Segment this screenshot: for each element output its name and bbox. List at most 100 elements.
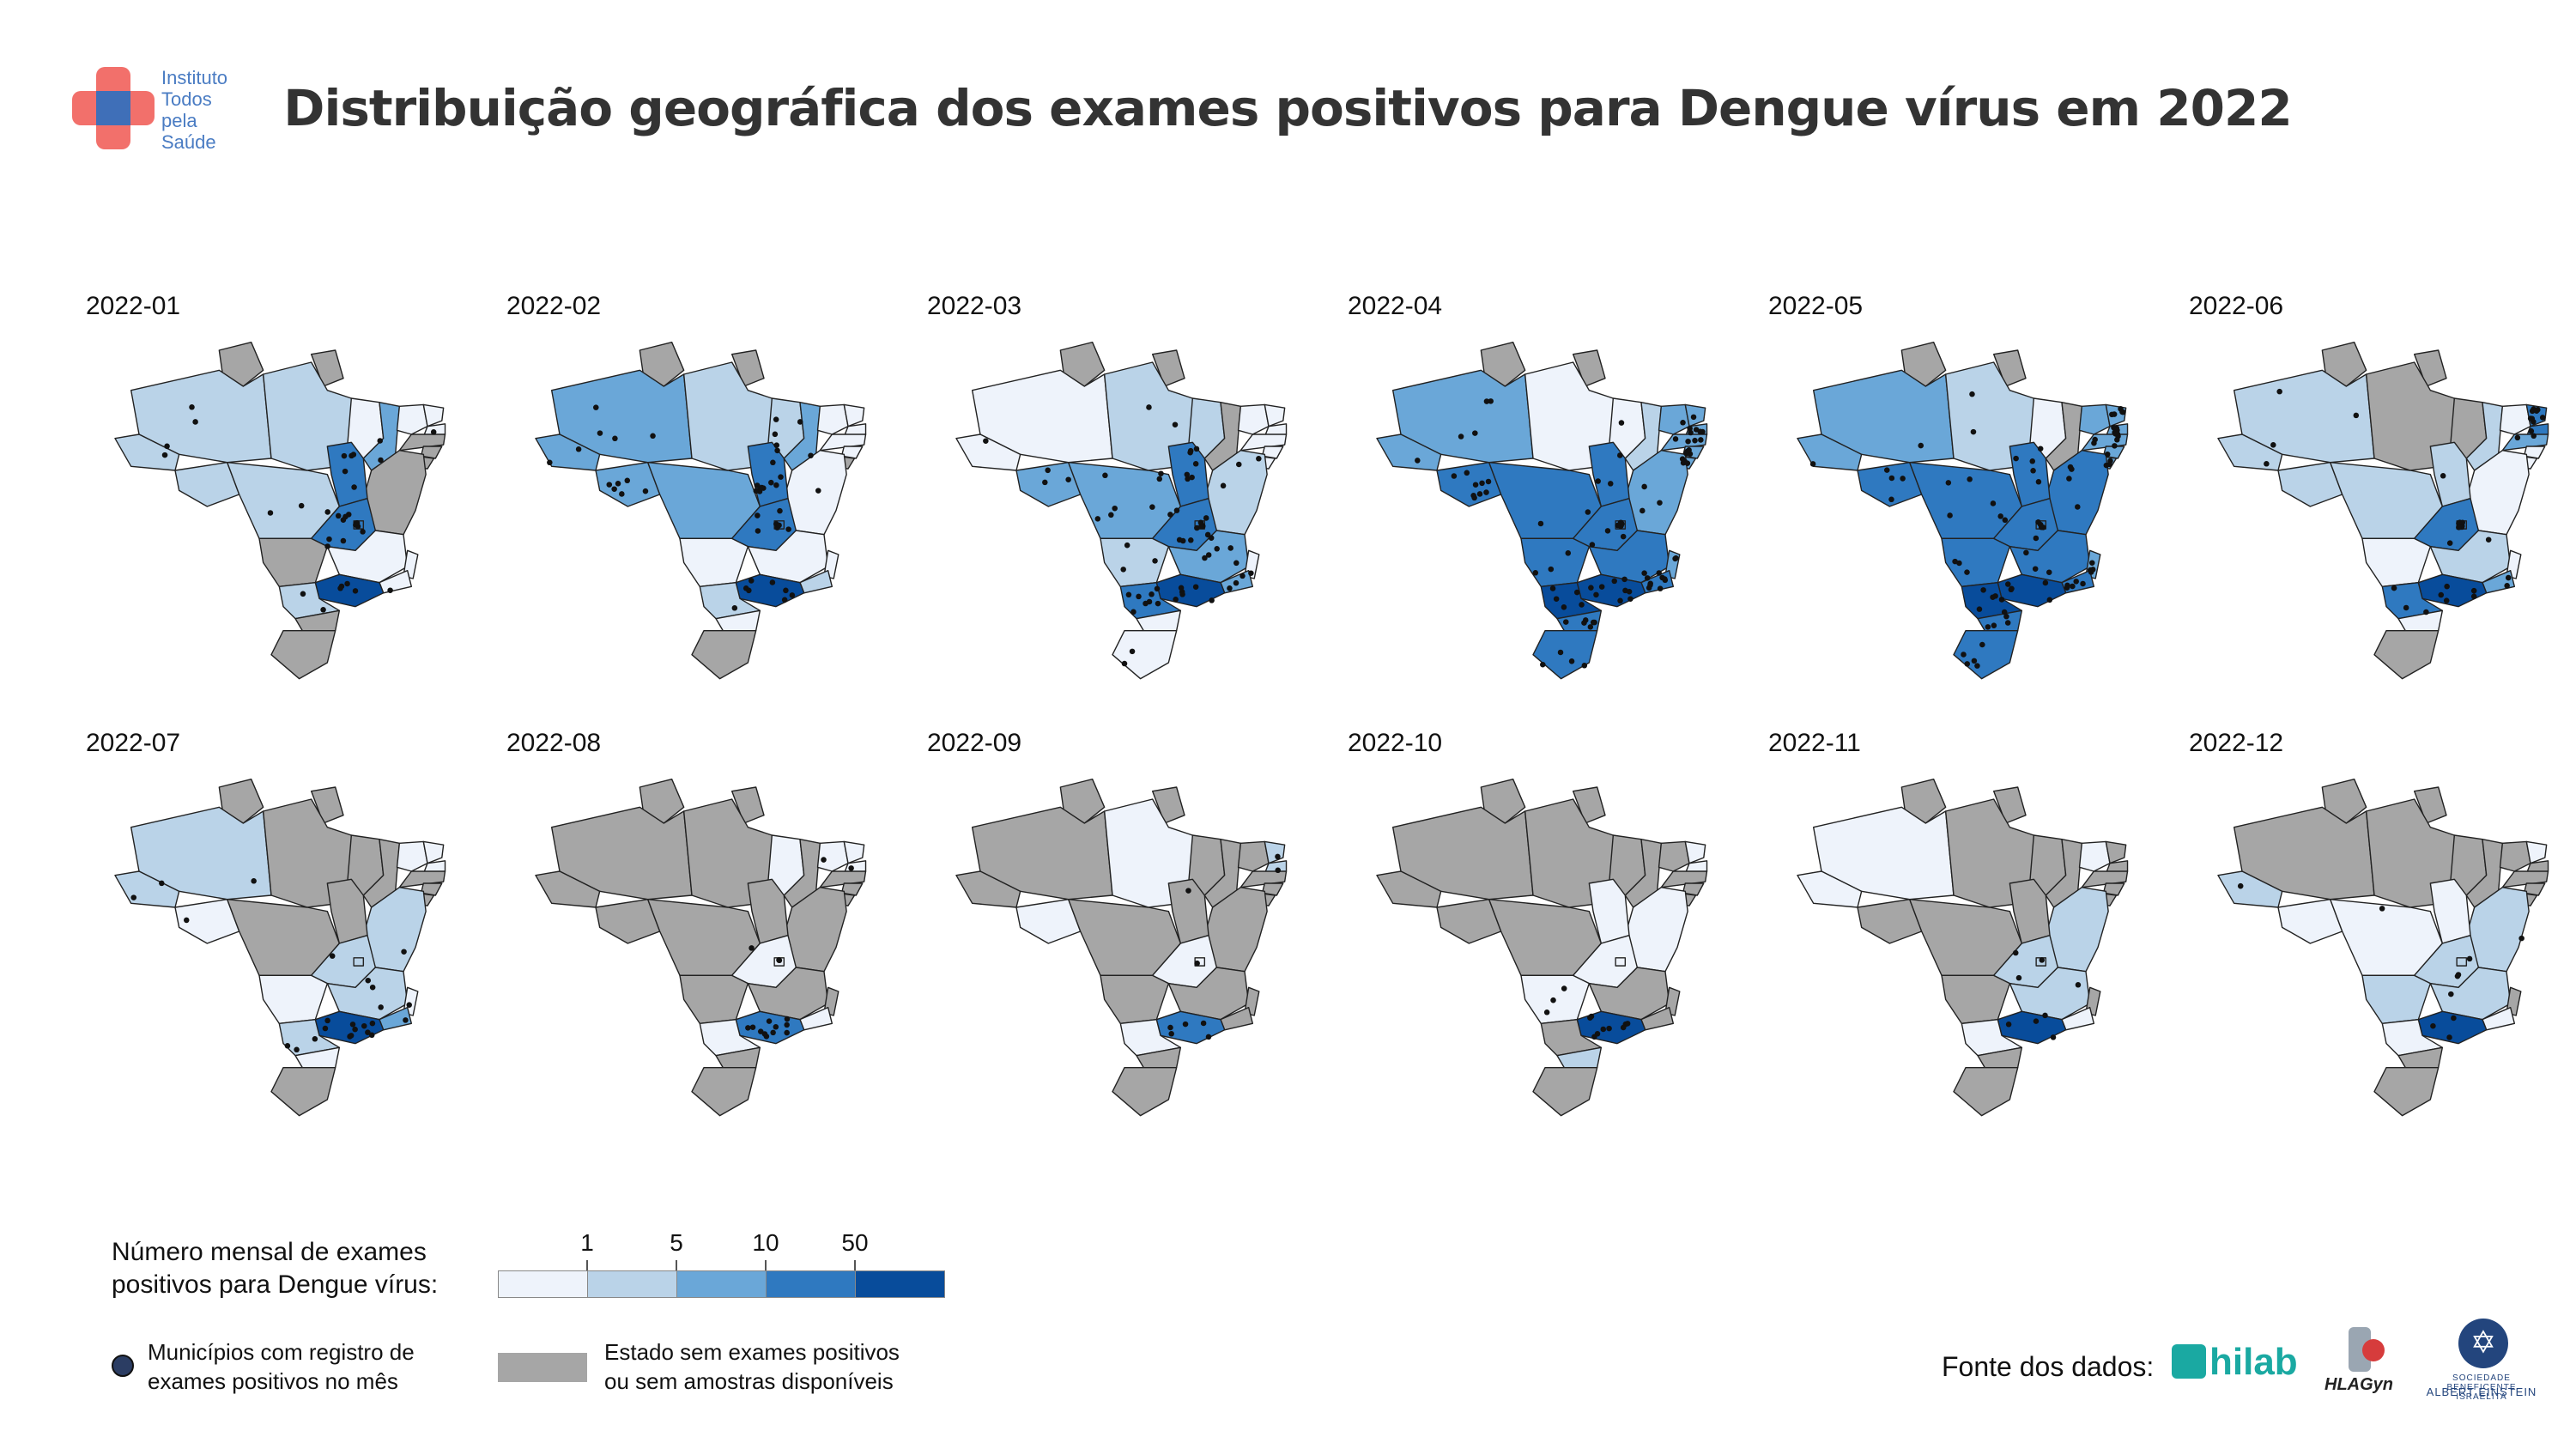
municipality-dot xyxy=(1178,585,1185,591)
state-rs xyxy=(2373,1066,2440,1117)
municipality-dot xyxy=(1587,624,1594,630)
state-al xyxy=(2102,882,2125,896)
state-mg xyxy=(747,530,829,584)
brazil-map xyxy=(1797,778,2129,1117)
municipality-dot xyxy=(1045,467,1051,474)
municipality-dot xyxy=(1182,1021,1189,1028)
municipality-dot xyxy=(1187,447,1194,454)
municipality-dot xyxy=(1686,447,1692,453)
municipality-dot xyxy=(324,509,330,515)
municipality-dot xyxy=(1146,404,1152,410)
municipality-dot xyxy=(1673,555,1679,561)
municipality-dot xyxy=(1537,520,1544,527)
state-ro xyxy=(1436,461,1502,507)
municipality-dot xyxy=(1588,585,1594,591)
map-panel: 2022-11 xyxy=(1768,729,2180,1124)
state-mg xyxy=(2009,530,2091,584)
map-panel: 2022-04 xyxy=(1348,292,1760,687)
state-mg xyxy=(747,967,829,1021)
municipality-dot xyxy=(2529,415,2536,421)
state-ac xyxy=(1376,870,1442,908)
municipality-dot xyxy=(2033,1018,2040,1024)
municipality-dot xyxy=(2504,583,2510,589)
state-al xyxy=(840,446,864,459)
municipality-dot xyxy=(2050,1034,2057,1040)
municipality-dot xyxy=(1189,474,1195,481)
municipality-dot xyxy=(821,857,827,863)
municipality-dot xyxy=(365,977,372,984)
einstein-logo-text: ALBERT EINSTEIN xyxy=(2426,1385,2537,1398)
municipality-dot xyxy=(1640,507,1646,514)
scale-bin xyxy=(767,1271,856,1297)
municipality-dot xyxy=(2009,585,2015,592)
municipality-dot xyxy=(1697,428,1703,435)
municipality-dot xyxy=(781,597,788,603)
state-ac xyxy=(1376,433,1442,471)
municipality-dot xyxy=(2042,579,2049,586)
scale-tick-label: 50 xyxy=(841,1229,869,1256)
municipality-dot xyxy=(1149,504,1155,510)
municipality-dot xyxy=(1918,442,1924,449)
municipality-dot xyxy=(1485,478,1492,485)
municipality-dot xyxy=(611,486,617,493)
scale-tick-mark xyxy=(765,1260,767,1270)
municipality-dot xyxy=(2089,560,2095,566)
municipality-dot xyxy=(784,1016,791,1022)
municipality-dot xyxy=(164,443,170,450)
municipality-dot xyxy=(784,1029,790,1036)
state-ac xyxy=(955,433,1021,471)
state-mg xyxy=(1588,967,1670,1021)
municipality-dot xyxy=(2264,460,2270,467)
state-df xyxy=(2456,957,2468,967)
municipality-dot xyxy=(1615,522,1621,529)
brazil-map xyxy=(535,341,867,680)
municipality-dot xyxy=(341,452,348,459)
municipality-dot xyxy=(749,1024,756,1030)
municipality-dot xyxy=(2015,974,2022,981)
municipality-dot xyxy=(1152,558,1158,564)
municipality-dot xyxy=(2430,1022,2436,1029)
municipality-dot xyxy=(1185,476,1191,482)
municipality-dot xyxy=(344,580,350,587)
state-rs xyxy=(1112,1066,1178,1117)
month-label: 2022-07 xyxy=(86,729,181,757)
municipality-dot xyxy=(2514,434,2521,441)
municipality-dot xyxy=(1415,458,1421,464)
municipality-dot xyxy=(340,517,347,523)
instituto-logo: Instituto Todos pela Saúde xyxy=(72,67,252,161)
state-rs xyxy=(1532,1066,1598,1117)
municipality-dot xyxy=(2518,935,2524,942)
municipality-dot xyxy=(351,484,357,490)
municipality-dot xyxy=(1690,414,1697,421)
map-panel: 2022-10 xyxy=(1348,729,1760,1124)
state-pe xyxy=(1240,870,1288,888)
state-rs xyxy=(1953,629,2019,680)
municipality-dot xyxy=(1464,470,1470,476)
municipality-dot xyxy=(1472,482,1479,488)
municipality-dot xyxy=(1590,619,1597,626)
no-data-swatch xyxy=(498,1353,587,1382)
municipality-dot xyxy=(2446,1034,2452,1040)
municipality-dot xyxy=(1094,516,1101,522)
state-ro xyxy=(2277,461,2343,507)
municipality-dot xyxy=(2013,455,2019,462)
municipality-dot xyxy=(312,1035,318,1042)
logo-line: Instituto xyxy=(161,67,228,88)
municipality-dot xyxy=(1192,460,1199,467)
municipality-dot xyxy=(2379,906,2385,912)
municipality-dot xyxy=(1184,471,1191,478)
municipality-dot xyxy=(1240,573,1246,579)
municipality-dot xyxy=(772,431,779,438)
municipality-dot xyxy=(1102,472,1108,479)
municipality-dot xyxy=(2531,433,2537,440)
municipality-dot xyxy=(773,1023,779,1030)
municipality-dot xyxy=(1589,542,1596,548)
municipality-dot xyxy=(1692,437,1698,444)
municipality-dot xyxy=(1185,888,1191,894)
einstein-small-text: SOCIEDADE BENEFICENTE ISRAELITA xyxy=(2446,1373,2517,1402)
municipality-dot xyxy=(1483,489,1489,495)
municipality-dot xyxy=(1657,500,1663,506)
municipality-dot xyxy=(1644,575,1651,581)
state-mg xyxy=(2429,530,2512,584)
map-panel: 2022-06 xyxy=(2189,292,2576,687)
